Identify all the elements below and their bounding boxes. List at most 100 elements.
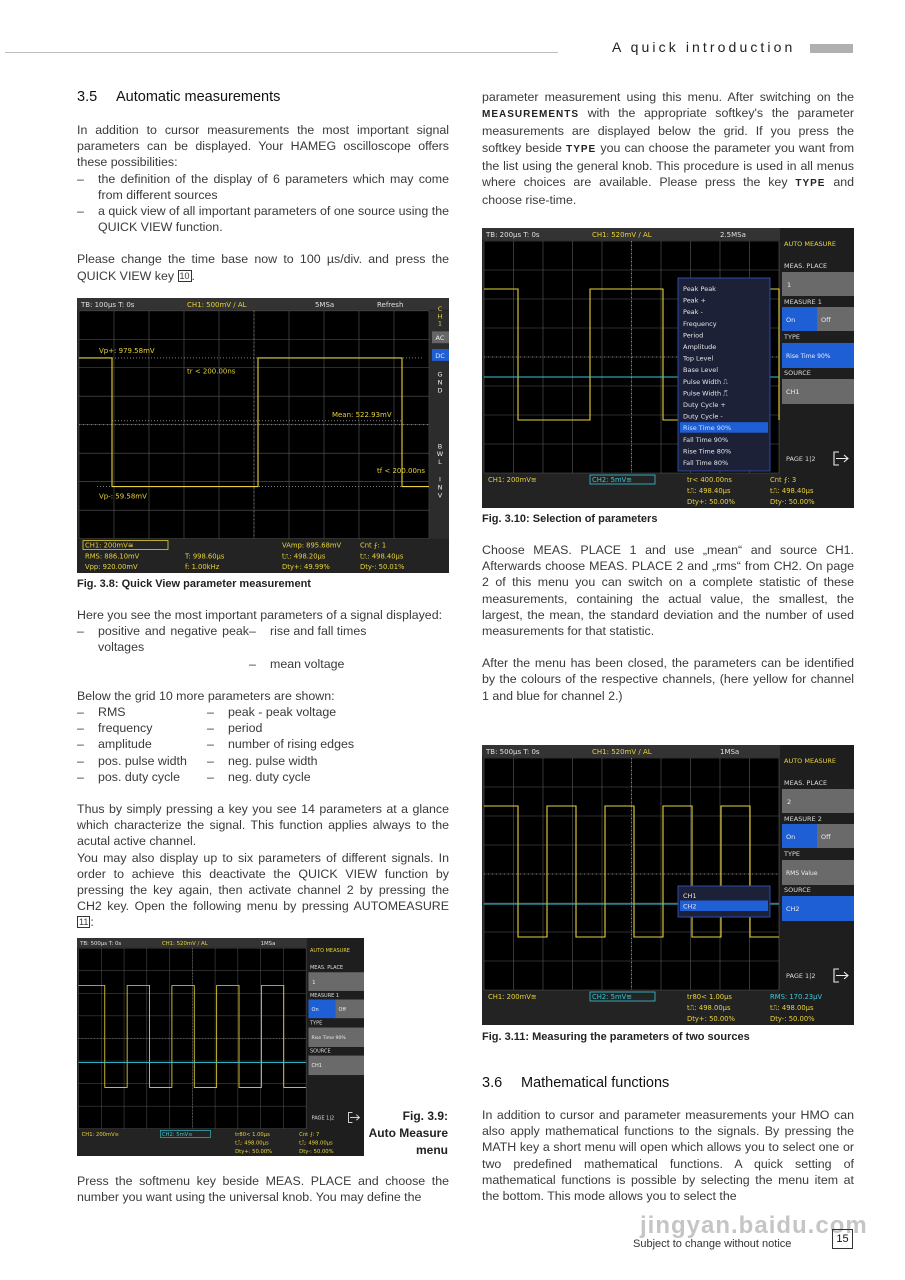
parameter-option[interactable]: Top Level [682,355,713,363]
type-button[interactable] [308,1027,364,1047]
scope-readout: Cnt ⨍: 1 [360,542,386,550]
parameter-option[interactable]: Frequency [683,320,717,328]
scope-top-text: 1MSa [720,748,739,756]
dc-coupling-button[interactable] [432,349,449,361]
paragraph: In addition to cursor measurements the m… [77,123,449,170]
parameter-option[interactable]: Peak Peak [683,285,716,293]
scope-readout: t⎍: 498.40µs [360,552,404,560]
parameter-list-dropdown[interactable] [677,277,771,472]
type-button[interactable] [782,860,854,885]
parameter-option[interactable]: Fall Time 90% [683,436,728,444]
menu-label: MEASURE 2 [784,815,822,823]
measure-on-button[interactable] [782,824,817,848]
list-selection-highlight [680,900,768,911]
scope-top-text: TB: 100µs T: 0s [80,301,135,309]
parameter-option[interactable]: Peak + [683,297,706,305]
page-number: 15 [832,1229,853,1249]
right-column: parameter measurement using this menu. A… [482,89,854,208]
menu-label: SOURCE [784,886,811,894]
vp-minus-label: Vp-: 59.58mV [99,492,147,500]
scope-top-text: CH1: 520mV / AL [592,231,652,239]
scope-readout: CH1: 200mV≅ [488,476,537,484]
measure-on-button[interactable] [308,999,336,1019]
parameter-option[interactable]: Base Level [683,366,718,374]
ac-coupling-button[interactable] [432,331,449,344]
exit-icon[interactable] [348,1111,361,1123]
exit-icon[interactable] [833,451,849,466]
text: with the appropriate softkey's the param… [482,106,854,155]
watermark: jingyan.baidu.com [640,1212,868,1239]
softkey-name: TYPE [566,143,597,155]
source-value: CH2 [786,905,800,913]
source-button[interactable] [782,896,854,921]
parameter-option[interactable]: Pulse Width ⎍̅ [683,389,728,397]
type-button[interactable] [782,343,854,368]
paragraph: After the menu has been closed, the para… [482,656,854,703]
scope-top-text: TB: 500µs T: 0s [79,941,121,947]
meas-place-button[interactable] [308,972,364,991]
left-column-2: Here you see the most important paramete… [77,607,449,931]
menu-title: AUTO MEASURE [784,240,836,248]
scope-readout: Cnt ⨍: 3 [770,476,796,484]
figure-caption: Fig. 3.9: Auto Measure menu [366,1108,448,1159]
source-option[interactable]: CH1 [683,892,697,900]
side-label: B [438,442,442,450]
scope-top-bar [482,745,854,757]
source-option[interactable]: CH2 [683,903,697,911]
side-label: 1 [438,320,442,328]
scope-readout: Dty-: 50.00% [299,1149,333,1155]
scope-readout: Dty+: 50.00% [687,1015,736,1023]
ch1-trace [78,985,307,1088]
channel-box [82,540,169,550]
side-label: L [438,458,442,466]
side-label: N [438,378,443,386]
parameter-option[interactable]: Rise Time 90% [683,424,731,432]
parameter-option[interactable]: Rise Time 80% [683,447,731,455]
parameter-option[interactable]: Amplitude [683,343,716,351]
parameter-option[interactable]: Duty Cycle + [683,401,726,409]
page-indicator: PAGE 1|2 [312,1115,335,1121]
measure-off-button[interactable] [817,307,854,331]
scope-readout: t⎍: 498.20µs [282,552,326,560]
fig-3-10-scope-screenshot: TB: 200µs T: 0s CH1: 520mV / AL 2.5MSa AUTO… [482,228,854,508]
scope-readout: CH1: 200mV≅ [82,1132,119,1138]
scope-top-text: TB: 200µs T: 0s [485,231,540,239]
paragraph: Below the grid 10 more parameters are sh… [77,688,335,703]
list-item: amplitude [77,736,207,752]
exit-icon[interactable] [833,968,849,983]
meas-place-button[interactable] [782,272,854,296]
left-column-3: Press the softmenu key beside MEAS. PLAC… [77,1173,449,1205]
meas-place-button[interactable] [782,789,854,813]
parameter-option[interactable]: Pulse Width ⎍ [683,378,728,386]
scope-readout: t⎍: 498.00µs [235,1140,269,1146]
text: you can choose the parameter you want fr… [482,140,855,190]
parameter-option[interactable]: Duty Cycle - [683,413,723,421]
measure-on-button[interactable] [782,307,817,331]
list-item: number of rising edges [207,736,449,752]
header-bar [810,44,853,53]
text: . [191,268,195,283]
scope-readout: T: 998.60µs [184,552,225,560]
measure-on-label: On [786,316,795,324]
side-label: C [438,305,443,313]
parameter-option[interactable]: Fall Time 80% [683,459,728,467]
measure-on-label: On [786,833,795,841]
meas-place-value: 1 [312,980,315,986]
figure-caption: Fig. 3.11: Measuring the parameters of t… [482,1031,750,1043]
measure-off-button[interactable] [335,999,364,1019]
source-button[interactable] [782,379,854,404]
source-button[interactable] [308,1055,364,1076]
softkey-name: MEASUREMENTS [482,109,580,121]
list-item: pos. pulse width [77,753,207,769]
fig-3-8-scope-screenshot: TB: 100µs T: 0s CH1: 500mV / AL 5MSa Refres… [77,298,449,573]
parameter-option[interactable]: Period [683,331,703,339]
rise-time-label: tr < 200.00ns [187,368,236,376]
figure-caption: Fig. 3.8: Quick View parameter measureme… [77,578,311,590]
paragraph: In addition to cursor and parameter meas… [482,1108,854,1204]
measure-off-button[interactable] [817,824,854,848]
footer-notice: Subject to change without notice [633,1238,792,1250]
meas-place-value: 1 [787,281,791,289]
list-item: frequency [77,720,207,736]
paragraph: Choose MEAS. PLACE 1 and use „mean“ and … [482,543,854,639]
parameter-option[interactable]: Peak - [683,308,704,316]
